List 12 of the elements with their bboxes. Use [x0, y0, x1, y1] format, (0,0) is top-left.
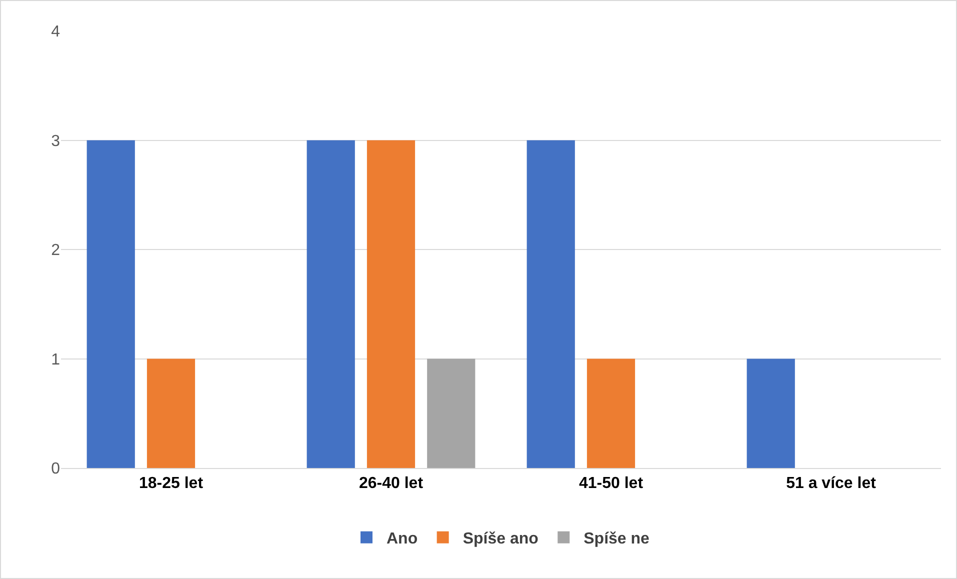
y-tick-label: 4	[51, 24, 60, 41]
y-tick-label: 1	[51, 351, 60, 368]
x-tick-label: 51 a více let	[786, 475, 877, 492]
x-tick-label: 41-50 let	[578, 475, 644, 492]
x-tick-label: 18-25 let	[138, 475, 204, 492]
y-tick-label: 0	[51, 460, 60, 478]
x-tick-label: 26-40 let	[358, 475, 424, 492]
y-tick-label: 3	[51, 132, 60, 150]
legend-label: Ano	[386, 530, 418, 548]
y-tick-label: 2	[51, 242, 60, 260]
legend-label: Spíše ne	[584, 530, 650, 548]
legend-label: Spíše ano	[462, 530, 539, 548]
